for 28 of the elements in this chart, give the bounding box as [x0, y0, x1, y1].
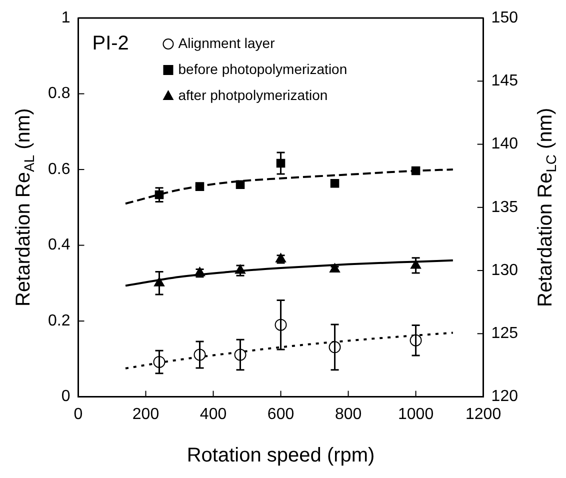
x-tick-label: 600 [267, 406, 294, 423]
legend-label: after photpolymerization [178, 86, 328, 103]
x-tick-label: 0 [74, 406, 83, 423]
y2-tick-label: 150 [491, 9, 518, 26]
y2-tick-label: 135 [491, 198, 518, 216]
x-tick-label: 800 [334, 406, 362, 423]
y-tick-label: 0.2 [48, 312, 70, 330]
y-axis-title: Retardation ReAL (nm) [12, 108, 37, 307]
x-tick-label: 400 [200, 406, 227, 423]
y2-tick-label: 120 [491, 388, 518, 406]
legend-label: before photopolymerization [178, 60, 348, 77]
x-tick-label: 1000 [398, 406, 434, 423]
y2-axis-title: Retardation ReLC (nm) [534, 108, 559, 307]
y-tick-label: 0.8 [48, 85, 70, 102]
y2-tick-label: 125 [491, 325, 518, 342]
point [330, 179, 340, 188]
y-tick-label: 0.4 [48, 236, 70, 254]
x-tick-label: 1200 [466, 406, 502, 423]
y2-tick-label: 145 [491, 72, 518, 90]
x-tick-label: 200 [132, 406, 160, 423]
legend-label: Alignment layer [178, 34, 276, 51]
y2-tick-label: 130 [491, 262, 518, 279]
y-tick-label: 1 [61, 9, 70, 26]
x-axis-title: Rotation speed (rpm) [186, 444, 375, 467]
y-tick-label: 0.6 [48, 160, 70, 178]
y-tick-label: 0 [61, 388, 70, 406]
y2-tick-label: 140 [491, 136, 518, 153]
annotation: PI-2 [92, 32, 129, 55]
